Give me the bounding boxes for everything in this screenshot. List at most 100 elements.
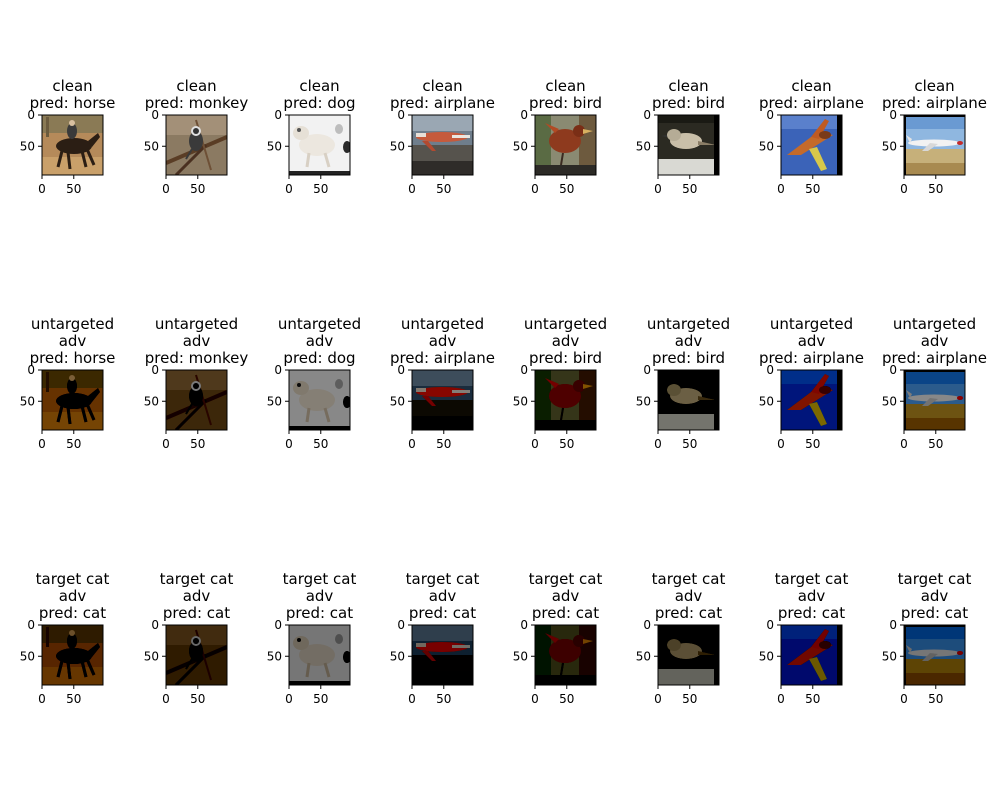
panel-title-line: pred: monkey	[145, 349, 249, 367]
x-tick-label: 50	[805, 437, 820, 451]
panel-title-line: pred: dog	[283, 349, 355, 367]
panel-title-line: target cat	[529, 570, 603, 588]
panel-title-line: clean	[52, 77, 92, 95]
y-tick-label: 50	[513, 139, 528, 153]
axes-frame	[411, 114, 474, 176]
y-tick-label: 0	[520, 618, 528, 632]
x-tick-label: 50	[66, 437, 81, 451]
x-tick-label: 0	[777, 692, 785, 706]
x-tick-label: 50	[928, 182, 943, 196]
panel-title-line: clean	[545, 77, 585, 95]
y-tick-label: 50	[882, 139, 897, 153]
x-tick-label: 0	[531, 437, 539, 451]
x-tick-label: 50	[190, 692, 205, 706]
panel-image	[166, 625, 227, 685]
panel-title-line: adv	[921, 587, 949, 605]
x-tick-label: 0	[777, 437, 785, 451]
x-tick-label: 0	[285, 182, 293, 196]
panel-image	[166, 115, 227, 175]
y-tick-label: 50	[636, 649, 651, 663]
panel-title-line: pred: dog	[283, 94, 355, 112]
x-tick-label: 50	[313, 692, 328, 706]
y-tick-label: 0	[643, 108, 651, 122]
panel-image	[781, 625, 842, 685]
panel-image	[289, 115, 350, 175]
y-tick-label: 0	[643, 618, 651, 632]
y-tick-label: 0	[520, 363, 528, 377]
axes-frame	[41, 114, 104, 176]
panel-image	[535, 625, 596, 685]
x-tick-label: 50	[805, 692, 820, 706]
y-tick-label: 0	[397, 618, 405, 632]
x-tick-label: 50	[682, 692, 697, 706]
panel-title-line: adv	[675, 332, 703, 350]
x-tick-label: 50	[928, 692, 943, 706]
y-tick-label: 50	[390, 139, 405, 153]
panel-image	[781, 115, 842, 175]
axes-frame	[534, 624, 597, 686]
panel-image	[658, 625, 719, 685]
panel-title-line: clean	[299, 77, 339, 95]
axes-frame	[534, 369, 597, 431]
panel-title-line: adv	[921, 332, 949, 350]
panel-title-line: pred: bird	[529, 349, 602, 367]
y-tick-label: 0	[889, 108, 897, 122]
y-tick-label: 50	[882, 649, 897, 663]
y-tick-label: 50	[267, 139, 282, 153]
y-tick-label: 50	[636, 139, 651, 153]
x-tick-label: 0	[531, 182, 539, 196]
y-tick-label: 50	[759, 139, 774, 153]
x-tick-label: 0	[408, 182, 416, 196]
axes-frame	[288, 624, 351, 686]
x-tick-label: 50	[190, 182, 205, 196]
panel-title-line: pred: airplane	[390, 94, 495, 112]
axes-frame	[903, 624, 966, 686]
panel-image	[658, 115, 719, 175]
axes-frame	[165, 114, 228, 176]
panel-title-line: adv	[798, 332, 826, 350]
y-tick-label: 0	[274, 108, 282, 122]
panel-title-line: adv	[306, 587, 334, 605]
y-tick-label: 50	[882, 394, 897, 408]
panel-title-line: target cat	[652, 570, 726, 588]
x-tick-label: 50	[559, 437, 574, 451]
panel-image	[904, 625, 965, 685]
panel-title-line: adv	[798, 587, 826, 605]
x-tick-label: 0	[777, 182, 785, 196]
x-tick-label: 50	[436, 692, 451, 706]
x-tick-label: 50	[559, 182, 574, 196]
axes-frame	[288, 114, 351, 176]
y-tick-label: 50	[20, 649, 35, 663]
panel-title-line: pred: horse	[30, 94, 116, 112]
x-tick-label: 0	[38, 692, 46, 706]
panel-title-line: pred: cat	[286, 604, 353, 622]
y-tick-label: 0	[766, 363, 774, 377]
panel-title-line: untargeted	[31, 315, 114, 333]
y-tick-label: 50	[267, 649, 282, 663]
panel-image	[166, 370, 227, 430]
x-tick-label: 0	[900, 182, 908, 196]
panel-image	[289, 625, 350, 685]
x-tick-label: 50	[313, 182, 328, 196]
y-tick-label: 50	[20, 394, 35, 408]
y-tick-label: 0	[766, 618, 774, 632]
y-tick-label: 50	[20, 139, 35, 153]
panel-title-line: pred: horse	[30, 349, 116, 367]
panel-title-line: pred: airplane	[759, 94, 864, 112]
panel-title-line: adv	[429, 587, 457, 605]
panel-title-line: pred: airplane	[759, 349, 864, 367]
panel-title-line: target cat	[160, 570, 234, 588]
x-tick-label: 0	[38, 182, 46, 196]
x-tick-label: 0	[162, 437, 170, 451]
x-tick-label: 50	[313, 437, 328, 451]
